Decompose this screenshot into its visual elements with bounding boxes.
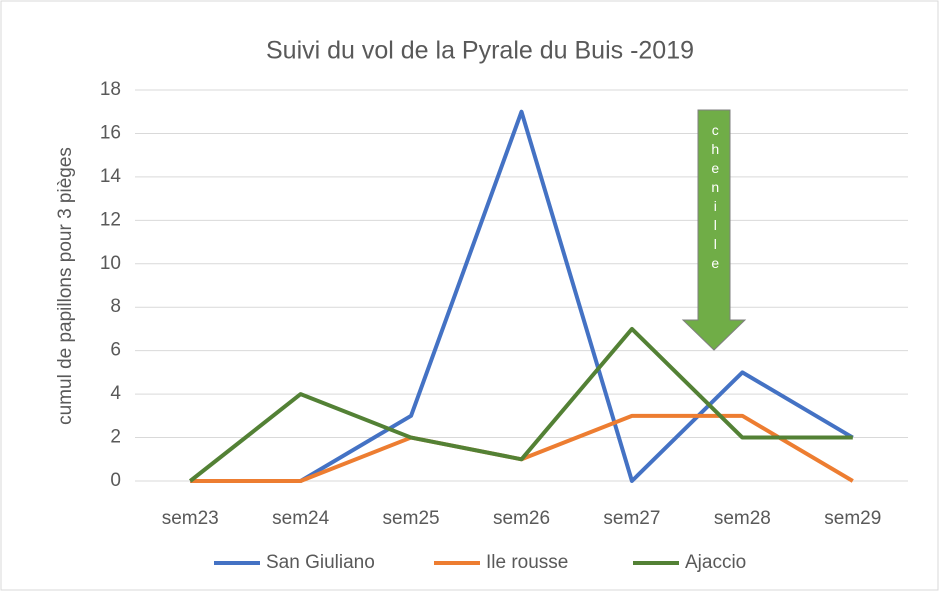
y-tick-label: 10	[100, 253, 121, 274]
chart-title: Suivi du vol de la Pyrale du Buis -2019	[266, 37, 694, 65]
y-tick-label: 18	[100, 79, 121, 100]
x-tick-label: sem23	[162, 508, 219, 529]
y-tick-label: 2	[110, 427, 121, 448]
x-tick-label: sem25	[383, 508, 440, 529]
y-tick-label: 6	[110, 340, 121, 361]
y-tick-label: 0	[110, 470, 121, 491]
x-tick-label: sem24	[272, 508, 329, 529]
x-tick-label: sem26	[493, 508, 550, 529]
annotation-text: chenille	[707, 122, 723, 274]
annotation-arrow	[681, 109, 747, 351]
y-axis-label: cumul de papillons pour 3 pièges	[55, 147, 76, 425]
y-tick-label: 8	[110, 296, 121, 317]
y-tick-label: 14	[100, 166, 122, 187]
x-tick-label: sem27	[603, 508, 660, 529]
y-tick-label: 16	[100, 122, 121, 143]
y-tick-label: 4	[110, 383, 121, 404]
legend-label: San Giuliano	[266, 552, 375, 573]
legend-label: Ajaccio	[685, 552, 746, 573]
y-tick-label: 12	[100, 209, 121, 230]
series-line	[188, 326, 853, 483]
x-tick-label: sem28	[714, 508, 771, 529]
legend-label: Ile rousse	[486, 552, 568, 573]
x-tick-label: sem29	[824, 508, 881, 529]
